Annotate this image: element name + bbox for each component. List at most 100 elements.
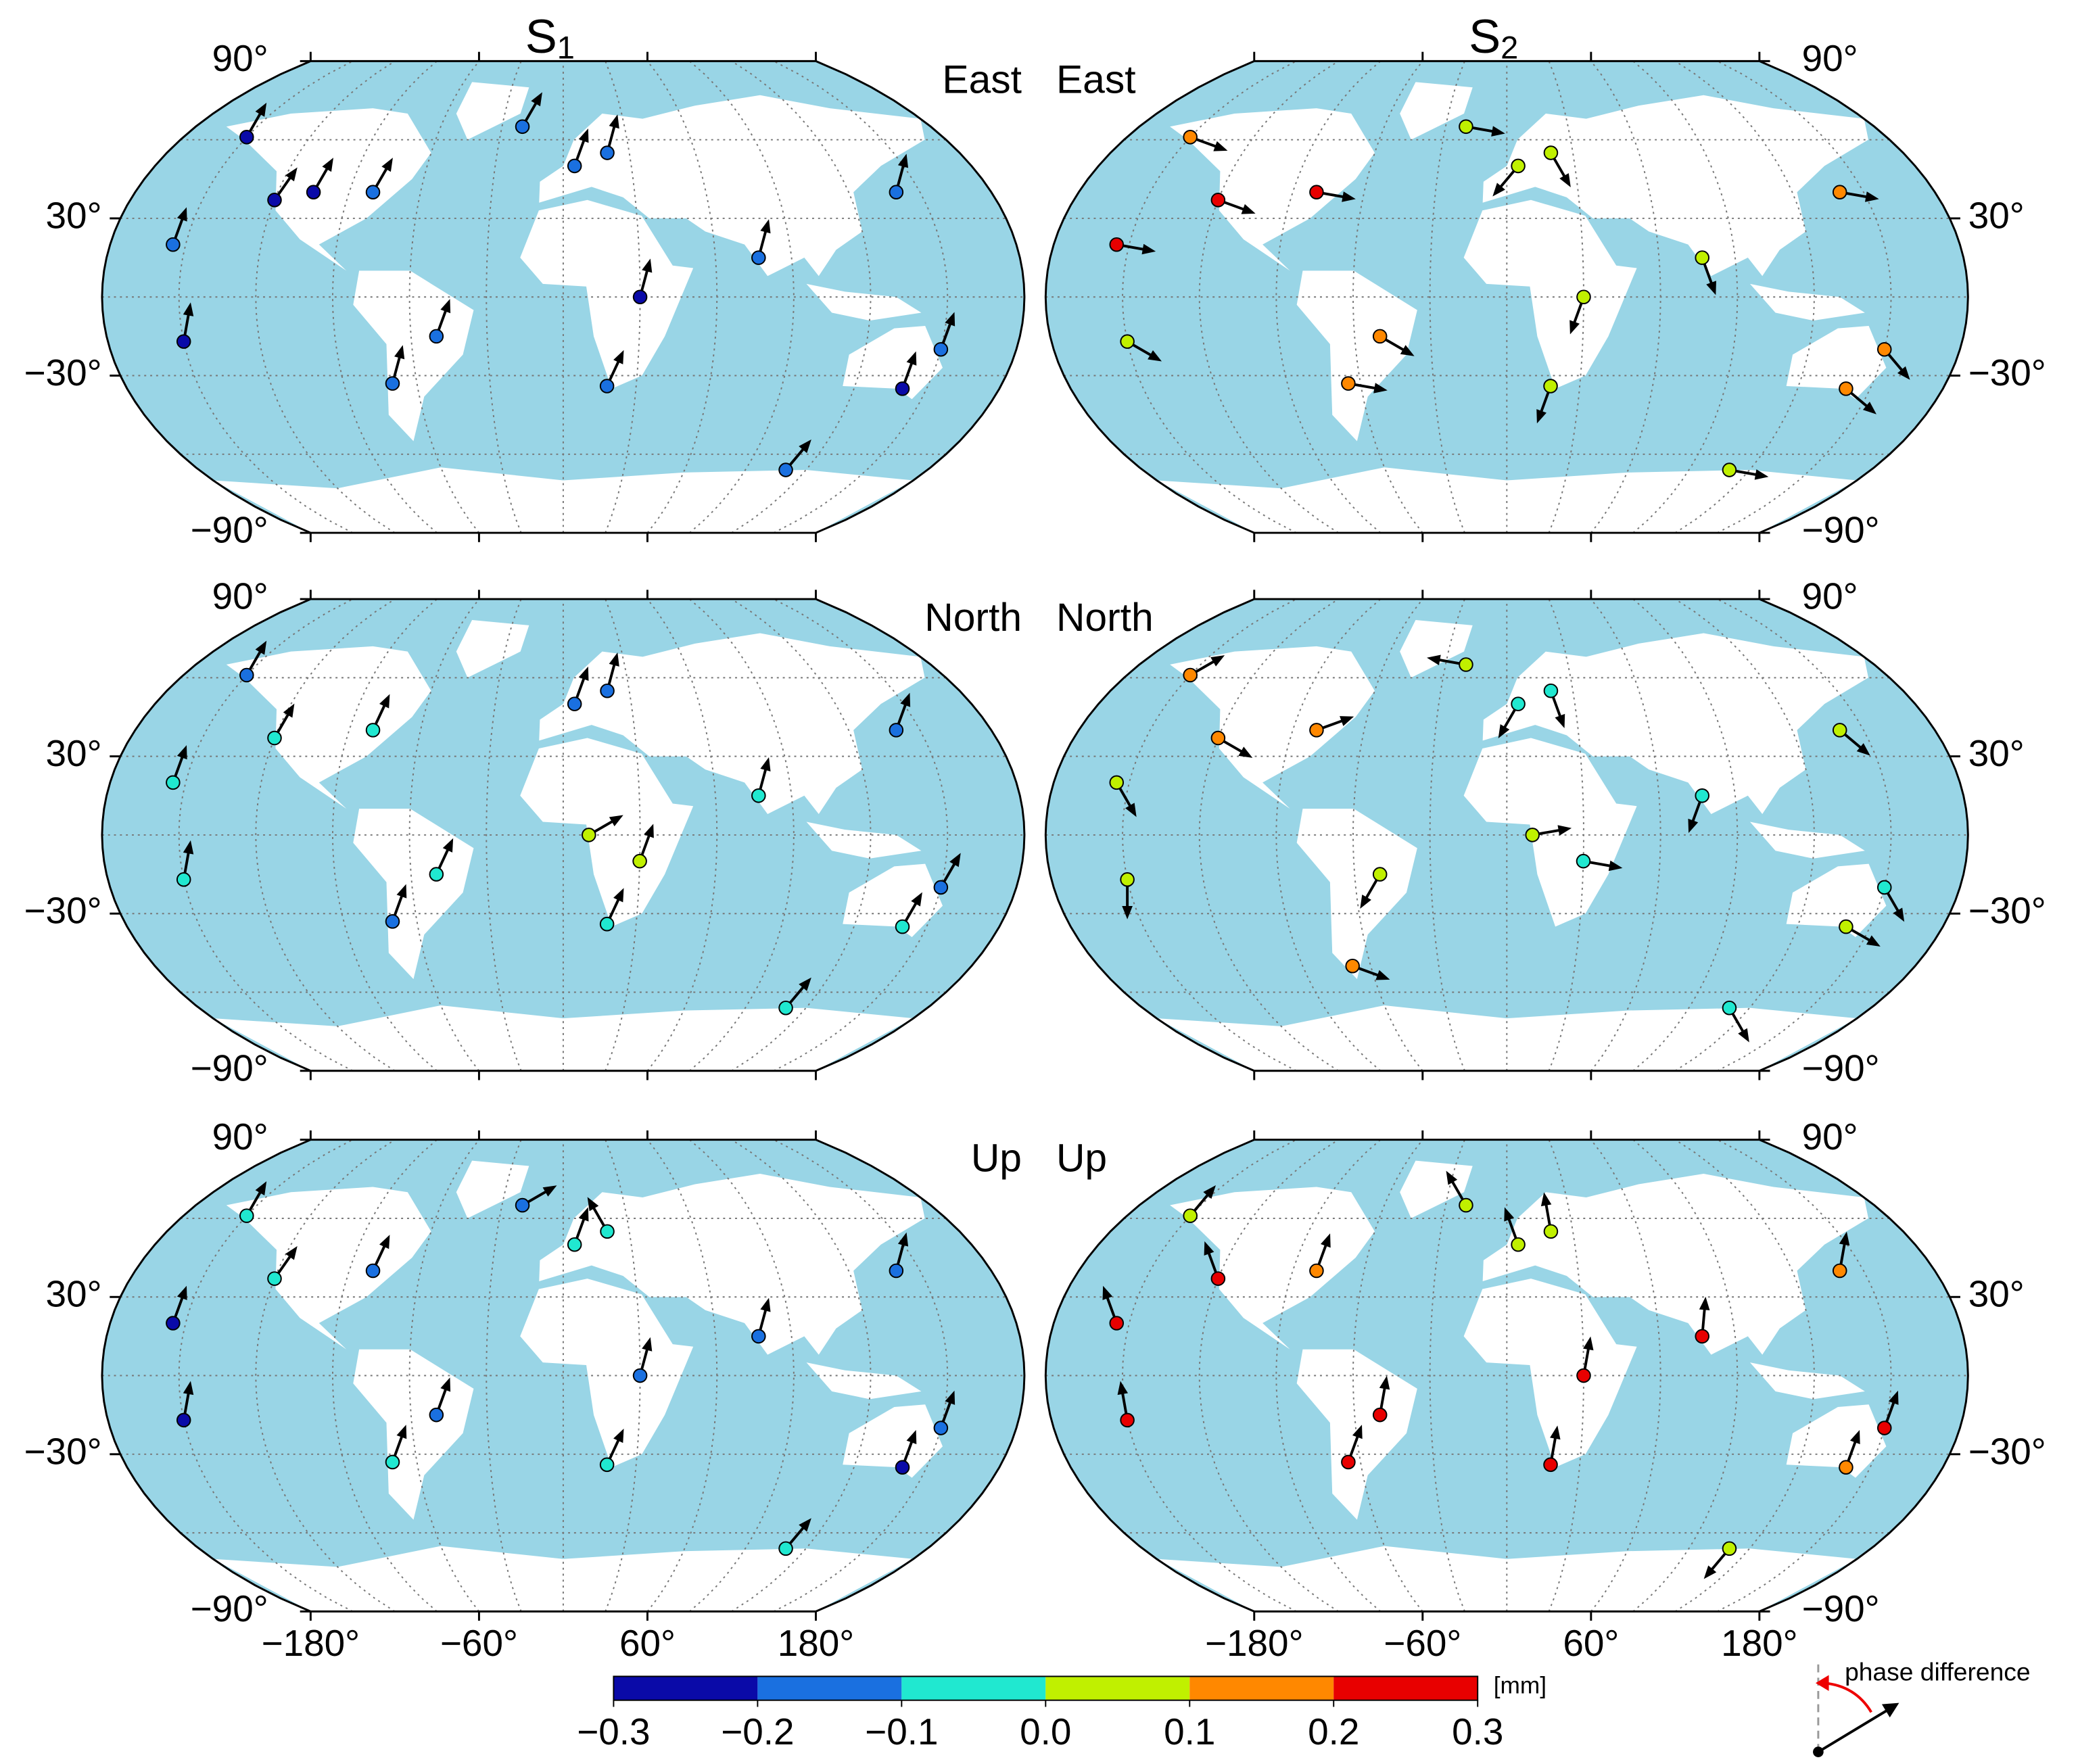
arrow-head bbox=[613, 350, 624, 364]
arrow-head bbox=[1504, 1207, 1515, 1222]
meridian bbox=[1674, 60, 1815, 533]
station bbox=[1372, 867, 1388, 882]
arrow-head bbox=[1204, 1241, 1214, 1256]
station bbox=[889, 1263, 904, 1279]
arrow-head bbox=[906, 1429, 917, 1445]
arrow-head bbox=[1492, 183, 1505, 197]
land bbox=[520, 738, 694, 927]
meridian bbox=[1717, 598, 1892, 1072]
arrow-head bbox=[897, 1232, 909, 1247]
station bbox=[267, 1271, 282, 1286]
station bbox=[599, 916, 615, 932]
station bbox=[895, 1460, 910, 1475]
station bbox=[1511, 696, 1526, 711]
station bbox=[365, 1263, 381, 1279]
station bbox=[751, 250, 766, 265]
arrow-head bbox=[283, 703, 295, 718]
component-label: Up bbox=[971, 1137, 1022, 1181]
land bbox=[213, 1546, 914, 1612]
component-label: Up bbox=[1056, 1137, 1107, 1181]
meridian bbox=[731, 598, 872, 1072]
arrow-head bbox=[1320, 1233, 1331, 1248]
arrow-head bbox=[760, 1297, 771, 1312]
land bbox=[226, 1187, 431, 1350]
station bbox=[1576, 853, 1591, 869]
arrow-head bbox=[176, 1285, 187, 1300]
arrow-head bbox=[285, 1245, 298, 1260]
arrow-head bbox=[644, 824, 654, 838]
station bbox=[1109, 775, 1125, 790]
arrow-head bbox=[1148, 350, 1162, 362]
meridian bbox=[408, 1139, 480, 1612]
arrow-head bbox=[1540, 1192, 1552, 1207]
colorbar-label: −0.3 bbox=[577, 1711, 650, 1753]
land bbox=[1786, 863, 1887, 938]
arrow-head bbox=[1238, 746, 1253, 758]
arrow-head bbox=[1446, 1170, 1458, 1185]
station bbox=[1722, 462, 1737, 477]
land bbox=[806, 283, 922, 321]
station bbox=[778, 1000, 793, 1016]
arrow-head bbox=[394, 345, 405, 360]
station bbox=[1511, 1237, 1526, 1252]
column-title: S2 bbox=[1469, 9, 1518, 66]
meridian bbox=[1674, 1139, 1815, 1613]
land bbox=[806, 821, 922, 859]
station bbox=[1832, 185, 1847, 199]
station bbox=[1183, 667, 1198, 683]
station bbox=[429, 1407, 444, 1423]
arrow-head bbox=[1699, 1296, 1710, 1311]
lat-label: 90° bbox=[1802, 37, 1858, 79]
meridian bbox=[773, 60, 949, 533]
arrow-head bbox=[1856, 743, 1870, 756]
station bbox=[1109, 1316, 1125, 1331]
lat-label: −90° bbox=[1802, 1588, 1880, 1629]
arrow-head bbox=[285, 167, 298, 182]
lat-label: −30° bbox=[24, 890, 102, 932]
station bbox=[306, 185, 321, 199]
station bbox=[1459, 1197, 1473, 1213]
arrow-head bbox=[1203, 1185, 1216, 1199]
land bbox=[1786, 1404, 1887, 1478]
arrow-head bbox=[906, 351, 917, 366]
arrow-head bbox=[1400, 345, 1415, 356]
arrow-head bbox=[1141, 243, 1156, 255]
lat-label: −30° bbox=[24, 1430, 102, 1472]
arrow-head bbox=[1559, 173, 1571, 187]
map-panel: 90° 30° −30° −90° East bbox=[24, 37, 1026, 551]
station bbox=[567, 158, 582, 174]
station bbox=[1309, 185, 1324, 199]
station bbox=[933, 880, 949, 895]
meridian bbox=[1352, 60, 1423, 533]
station bbox=[1120, 872, 1135, 887]
land bbox=[520, 199, 694, 389]
station bbox=[567, 1237, 582, 1252]
meridian bbox=[1590, 1139, 1661, 1612]
arrow-head bbox=[1555, 713, 1565, 728]
arrow-head bbox=[255, 1181, 267, 1196]
lat-label: 90° bbox=[212, 37, 268, 79]
arrow-head bbox=[396, 1425, 407, 1439]
arrow-head bbox=[1122, 906, 1133, 920]
land bbox=[1749, 283, 1865, 321]
lon-label: −180° bbox=[1205, 1622, 1304, 1664]
meridian bbox=[486, 1139, 522, 1612]
legend-arrow-head bbox=[1881, 1702, 1899, 1718]
station bbox=[1183, 130, 1198, 145]
arrow-head bbox=[578, 666, 589, 681]
station bbox=[385, 376, 400, 391]
lon-label: −60° bbox=[1384, 1622, 1461, 1664]
meridian bbox=[731, 1139, 872, 1613]
station bbox=[1722, 1541, 1737, 1556]
station bbox=[895, 381, 910, 396]
colorbar-segment bbox=[757, 1676, 902, 1700]
land bbox=[1170, 1187, 1375, 1350]
lat-label: −90° bbox=[191, 509, 268, 551]
arrow-head bbox=[609, 652, 619, 667]
lat-label: 30° bbox=[1968, 1273, 2025, 1315]
meridian bbox=[1717, 1139, 1892, 1613]
station bbox=[1120, 1412, 1135, 1428]
colorbar-segment bbox=[901, 1676, 1046, 1700]
station bbox=[1183, 1208, 1198, 1223]
arrow-head bbox=[442, 838, 454, 853]
